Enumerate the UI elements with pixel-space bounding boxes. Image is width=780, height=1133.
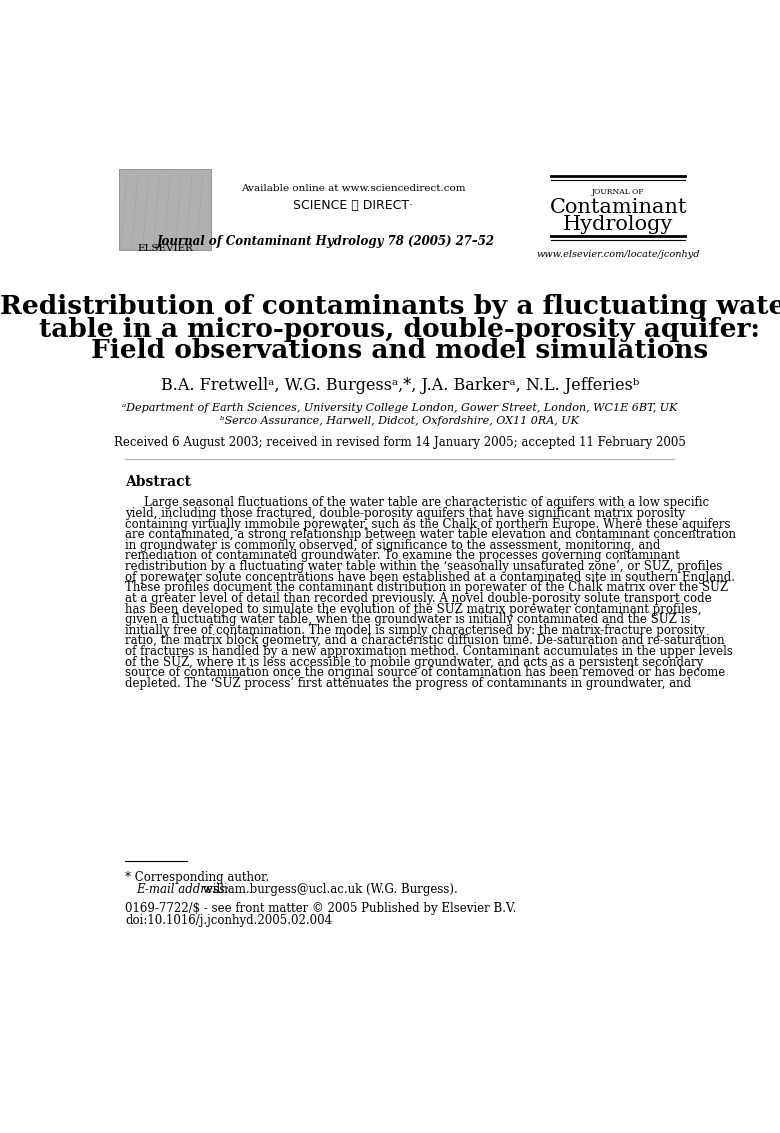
Text: given a fluctuating water table, when the groundwater is initially contaminated : given a fluctuating water table, when th… <box>126 613 691 627</box>
Text: of fractures is handled by a new approximation method. Contaminant accumulates i: of fractures is handled by a new approxi… <box>126 645 733 658</box>
Text: of porewater solute concentrations have been established at a contaminated site : of porewater solute concentrations have … <box>126 571 736 583</box>
Text: remediation of contaminated groundwater. To examine the processes governing cont: remediation of contaminated groundwater.… <box>126 550 680 562</box>
Text: Large seasonal fluctuations of the water table are characteristic of aquifers wi: Large seasonal fluctuations of the water… <box>144 496 709 510</box>
Text: containing virtually immobile porewater, such as the Chalk of northern Europe. W: containing virtually immobile porewater,… <box>126 518 731 530</box>
Text: redistribution by a fluctuating water table within the ‘seasonally unsaturated z: redistribution by a fluctuating water ta… <box>126 560 723 573</box>
Text: at a greater level of detail than recorded previously. A novel double-porosity s: at a greater level of detail than record… <box>126 591 712 605</box>
Text: in groundwater is commonly observed, of significance to the assessment, monitori: in groundwater is commonly observed, of … <box>126 539 661 552</box>
Text: JOURNAL OF: JOURNAL OF <box>592 188 644 196</box>
Text: Contaminant: Contaminant <box>550 197 687 216</box>
FancyBboxPatch shape <box>119 169 211 250</box>
Text: ELSEVIER: ELSEVIER <box>137 244 193 253</box>
Text: These profiles document the contaminant distribution in porewater of the Chalk m: These profiles document the contaminant … <box>126 581 729 595</box>
Text: Hydrology: Hydrology <box>563 215 673 235</box>
Text: of the SUZ, where it is less accessible to mobile groundwater, and acts as a per: of the SUZ, where it is less accessible … <box>126 656 704 668</box>
Text: william.burgess@ucl.ac.uk (W.G. Burgess).: william.burgess@ucl.ac.uk (W.G. Burgess)… <box>199 883 458 896</box>
Text: doi:10.1016/j.jconhyd.2005.02.004: doi:10.1016/j.jconhyd.2005.02.004 <box>126 914 332 928</box>
Text: Journal of Contaminant Hydrology 78 (2005) 27–52: Journal of Contaminant Hydrology 78 (200… <box>157 235 495 247</box>
Text: depleted. The ‘SUZ process’ first attenuates the progress of contaminants in gro: depleted. The ‘SUZ process’ first attenu… <box>126 676 692 690</box>
Text: are contaminated, a strong relationship between water table elevation and contam: are contaminated, a strong relationship … <box>126 528 736 542</box>
Text: ᵃDepartment of Earth Sciences, University College London, Gower Street, London, : ᵃDepartment of Earth Sciences, Universit… <box>122 403 678 414</box>
Text: B.A. Fretwellᵃ, W.G. Burgessᵃ,*, J.A. Barkerᵃ, N.L. Jefferiesᵇ: B.A. Fretwellᵃ, W.G. Burgessᵃ,*, J.A. Ba… <box>161 377 639 394</box>
Text: Redistribution of contaminants by a fluctuating water: Redistribution of contaminants by a fluc… <box>0 293 780 318</box>
Text: www.elsevier.com/locate/jconhyd: www.elsevier.com/locate/jconhyd <box>537 250 700 259</box>
Text: Received 6 August 2003; received in revised form 14 January 2005; accepted 11 Fe: Received 6 August 2003; received in revi… <box>114 436 686 450</box>
Text: ᵇSerco Assurance, Harwell, Didcot, Oxfordshire, OX11 0RA, UK: ᵇSerco Assurance, Harwell, Didcot, Oxfor… <box>220 416 580 426</box>
Text: Abstract: Abstract <box>126 475 191 488</box>
Text: yield, including those fractured, double-porosity aquifers that have significant: yield, including those fractured, double… <box>126 506 686 520</box>
Text: Available online at www.sciencedirect.com: Available online at www.sciencedirect.co… <box>241 184 466 193</box>
Text: 0169-7722/$ - see front matter © 2005 Published by Elsevier B.V.: 0169-7722/$ - see front matter © 2005 Pu… <box>126 902 516 915</box>
Text: Field observations and model simulations: Field observations and model simulations <box>91 339 708 364</box>
Text: E-mail address:: E-mail address: <box>136 883 229 896</box>
Text: * Corresponding author.: * Corresponding author. <box>126 871 270 885</box>
Text: has been developed to simulate the evolution of the SUZ matrix porewater contami: has been developed to simulate the evolu… <box>126 603 702 615</box>
Text: SCIENCE ⓓ DIRECT·: SCIENCE ⓓ DIRECT· <box>293 199 413 212</box>
Text: source of contamination once the original source of contamination has been remov: source of contamination once the origina… <box>126 666 725 680</box>
Text: initially free of contamination. The model is simply characterised by: the matri: initially free of contamination. The mod… <box>126 624 705 637</box>
Text: table in a micro-porous, double-porosity aquifer:: table in a micro-porous, double-porosity… <box>39 317 760 342</box>
Text: ratio, the matrix block geometry, and a characteristic diffusion time. De-satura: ratio, the matrix block geometry, and a … <box>126 634 725 647</box>
